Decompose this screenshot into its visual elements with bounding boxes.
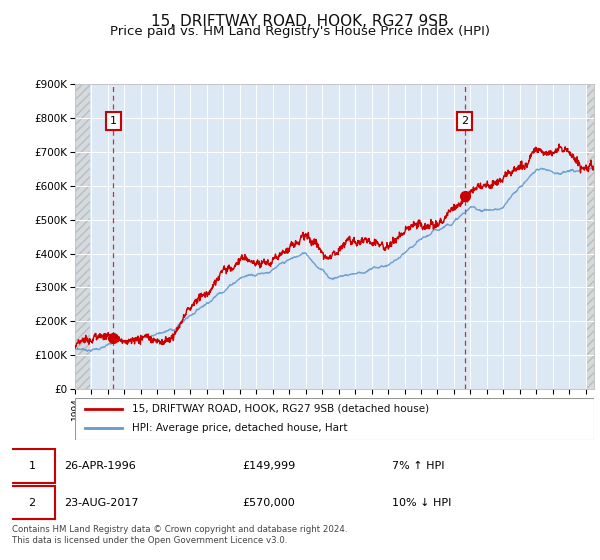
Text: 23-AUG-2017: 23-AUG-2017 [64, 498, 139, 507]
Text: HPI: Average price, detached house, Hart: HPI: Average price, detached house, Hart [132, 423, 347, 433]
Text: 1: 1 [29, 461, 35, 471]
Text: 1: 1 [110, 115, 117, 125]
Text: 10% ↓ HPI: 10% ↓ HPI [392, 498, 452, 507]
FancyBboxPatch shape [75, 398, 594, 440]
Text: 26-APR-1996: 26-APR-1996 [64, 461, 136, 471]
Text: £149,999: £149,999 [242, 461, 296, 471]
Text: 2: 2 [461, 115, 468, 125]
Text: 15, DRIFTWAY ROAD, HOOK, RG27 9SB (detached house): 15, DRIFTWAY ROAD, HOOK, RG27 9SB (detac… [132, 404, 429, 414]
Text: Contains HM Land Registry data © Crown copyright and database right 2024.
This d: Contains HM Land Registry data © Crown c… [12, 525, 347, 545]
Text: £570,000: £570,000 [242, 498, 295, 507]
FancyBboxPatch shape [9, 486, 55, 519]
FancyBboxPatch shape [9, 450, 55, 483]
Bar [586, 84, 594, 389]
Bar [75, 84, 90, 389]
Text: 7% ↑ HPI: 7% ↑ HPI [392, 461, 445, 471]
Text: 15, DRIFTWAY ROAD, HOOK, RG27 9SB: 15, DRIFTWAY ROAD, HOOK, RG27 9SB [151, 14, 449, 29]
Text: 2: 2 [29, 498, 36, 507]
Text: Price paid vs. HM Land Registry's House Price Index (HPI): Price paid vs. HM Land Registry's House … [110, 25, 490, 38]
